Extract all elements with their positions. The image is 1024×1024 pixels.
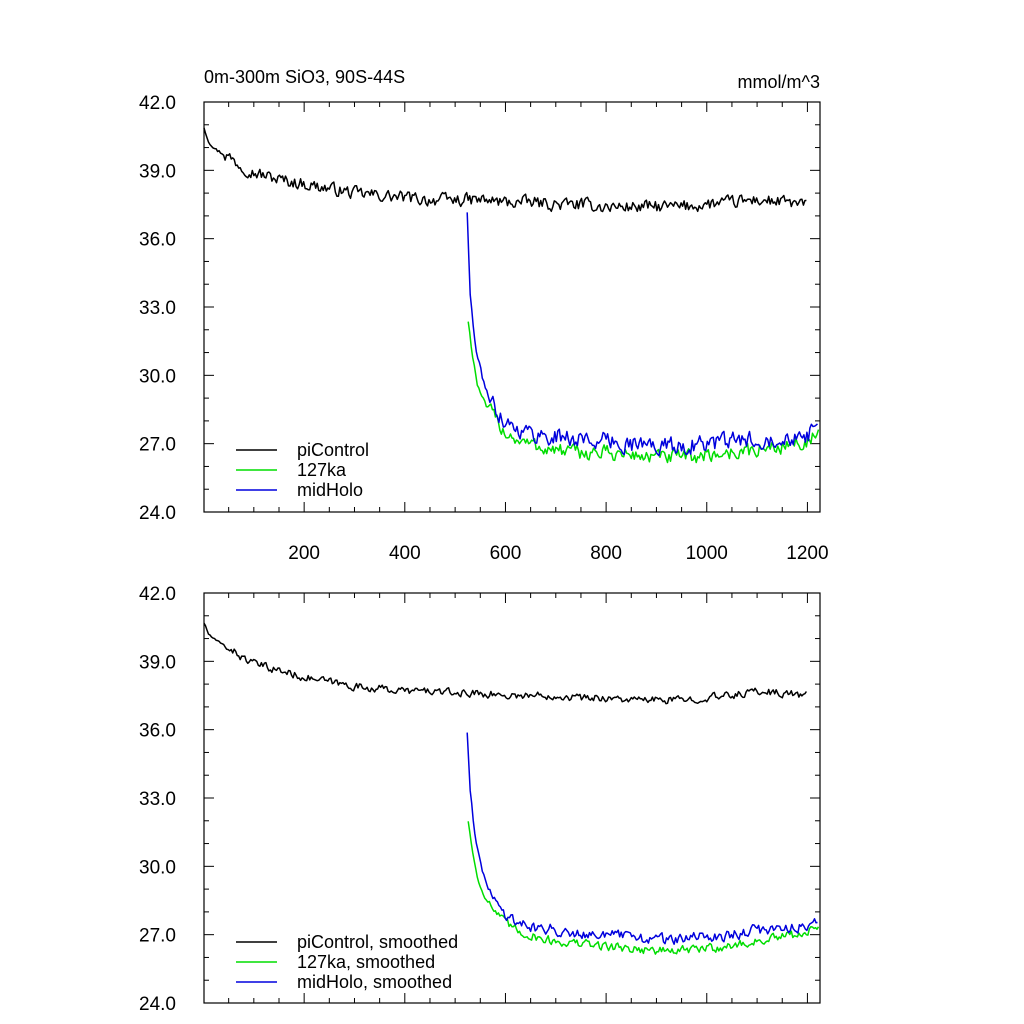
series-line-2 (466, 212, 818, 457)
legend-label-0: piControl (297, 440, 369, 460)
y-tick-label: 30.0 (139, 366, 176, 387)
y-tick-label: 27.0 (139, 435, 176, 456)
legend-label-1: 127ka, smoothed (297, 952, 435, 972)
legend-label-2: midHolo, smoothed (297, 972, 452, 992)
top-panel: 0m-300m SiO3, 90S-44S mmol/m^3 24.0 27.0 3… (139, 67, 829, 564)
series-line-0 (203, 127, 807, 213)
y-tick-label: 36.0 (139, 721, 176, 742)
series-line-0 (203, 622, 808, 705)
y-tick-label: 27.0 (139, 926, 176, 947)
y-tick-label: 39.0 (139, 652, 176, 673)
legend-label-2: midHolo (297, 480, 363, 500)
y-tick-label: 33.0 (139, 298, 176, 319)
chart-title: 0m-300m SiO3, 90S-44S (204, 67, 405, 87)
series-line-1 (467, 821, 820, 955)
x-tick-label: 400 (389, 543, 421, 564)
y-tick-label: 42.0 (139, 584, 176, 605)
units-label: mmol/m^3 (738, 72, 820, 92)
y-tick-label: 30.0 (139, 857, 176, 878)
x-tick-label: 1200 (786, 543, 828, 564)
legend-label-0: piControl, smoothed (297, 932, 458, 952)
legend-label-1: 127ka (297, 460, 347, 480)
y-tick-label: 39.0 (139, 161, 176, 182)
y-tick-label: 36.0 (139, 230, 176, 251)
y-tick-label: 24.0 (139, 503, 176, 524)
x-tick-label: 600 (490, 543, 522, 564)
x-tick-label: 800 (590, 543, 622, 564)
x-tick-label: 1000 (686, 543, 728, 564)
x-tick-label: 200 (288, 543, 320, 564)
y-tick-label: 33.0 (139, 789, 176, 810)
y-tick-label: 24.0 (139, 994, 176, 1015)
series-line-2 (466, 732, 818, 945)
bottom-panel: 24.0 27.0 30.0 33.0 36.0 39.0 42.0 piControl, s… (139, 584, 821, 1015)
y-tick-label: 42.0 (139, 93, 176, 114)
